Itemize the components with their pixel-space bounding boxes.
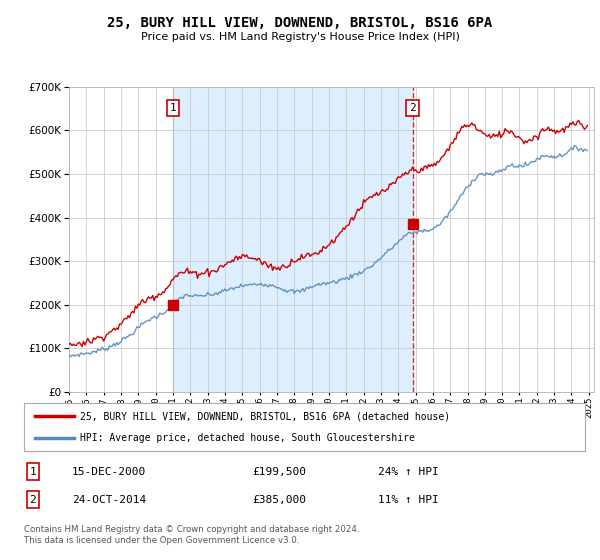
Text: £199,500: £199,500 — [252, 466, 306, 477]
Bar — [173, 87, 413, 392]
Text: 11% ↑ HPI: 11% ↑ HPI — [378, 494, 439, 505]
Text: 25, BURY HILL VIEW, DOWNEND, BRISTOL, BS16 6PA (detached house): 25, BURY HILL VIEW, DOWNEND, BRISTOL, BS… — [80, 411, 450, 421]
Text: 1: 1 — [29, 466, 37, 477]
Text: £385,000: £385,000 — [252, 494, 306, 505]
Text: 2: 2 — [409, 103, 416, 113]
Text: 2: 2 — [29, 494, 37, 505]
Text: 1: 1 — [170, 103, 176, 113]
Text: 24-OCT-2014: 24-OCT-2014 — [72, 494, 146, 505]
Text: 25, BURY HILL VIEW, DOWNEND, BRISTOL, BS16 6PA: 25, BURY HILL VIEW, DOWNEND, BRISTOL, BS… — [107, 16, 493, 30]
Text: Price paid vs. HM Land Registry's House Price Index (HPI): Price paid vs. HM Land Registry's House … — [140, 32, 460, 43]
Text: Contains HM Land Registry data © Crown copyright and database right 2024.
This d: Contains HM Land Registry data © Crown c… — [24, 525, 359, 545]
Text: 15-DEC-2000: 15-DEC-2000 — [72, 466, 146, 477]
Text: 24% ↑ HPI: 24% ↑ HPI — [378, 466, 439, 477]
Text: HPI: Average price, detached house, South Gloucestershire: HPI: Average price, detached house, Sout… — [80, 433, 415, 443]
